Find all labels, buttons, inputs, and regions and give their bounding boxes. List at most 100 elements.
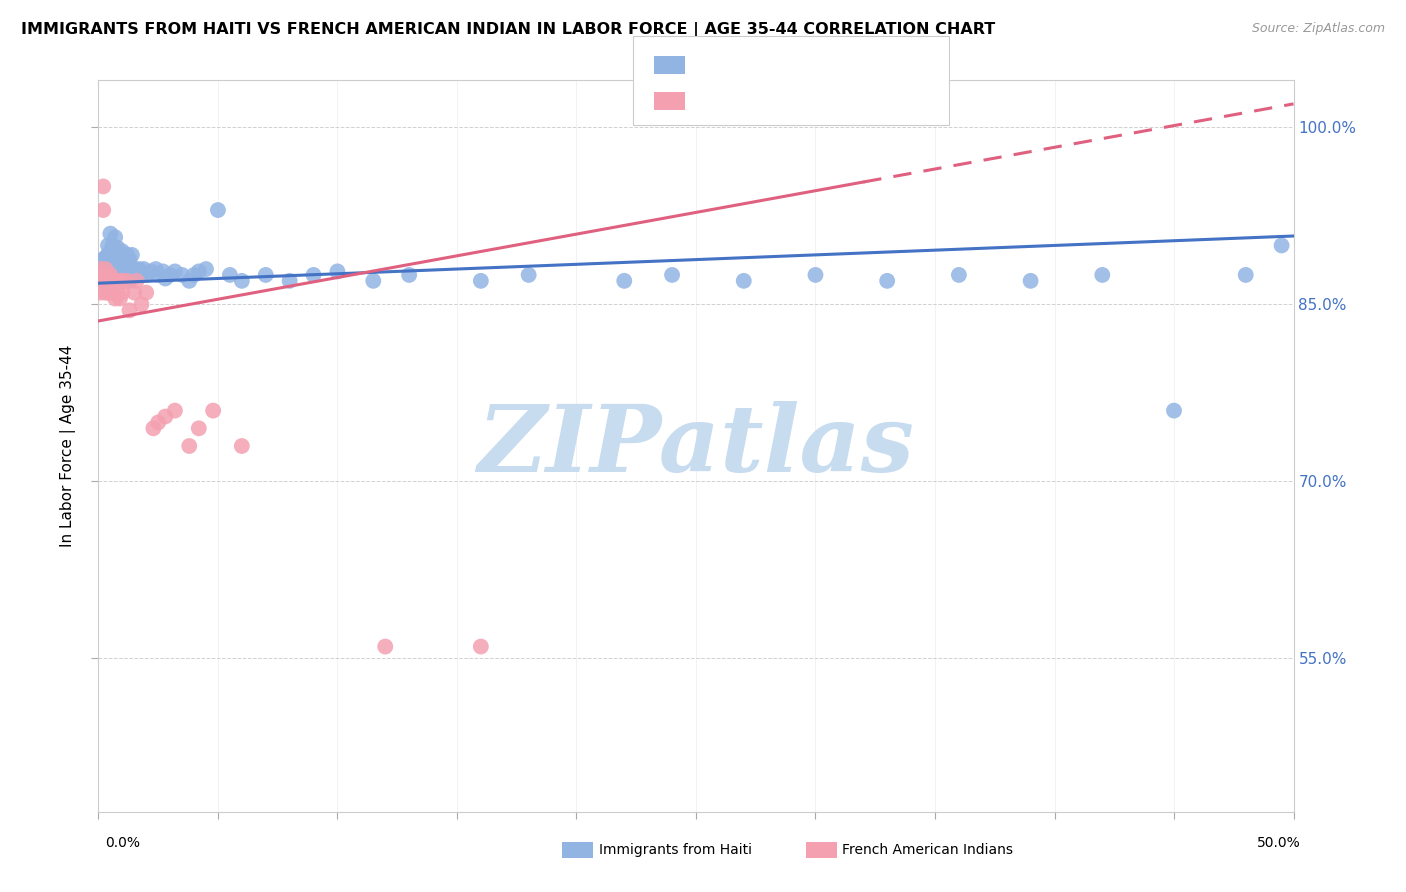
- Point: [108, 250, 131, 264]
- Point: [115, 268, 138, 282]
- Point: [118, 303, 141, 318]
- Point: [94, 274, 117, 288]
- Point: [98, 268, 122, 282]
- Text: ZIPatlas: ZIPatlas: [478, 401, 914, 491]
- Point: [97, 274, 120, 288]
- Point: [104, 292, 127, 306]
- Point: [90, 274, 112, 288]
- Point: [108, 292, 131, 306]
- Point: [195, 262, 218, 277]
- Point: [470, 274, 492, 288]
- Point: [135, 285, 157, 300]
- Point: [98, 274, 122, 288]
- Point: [104, 274, 127, 288]
- Point: [104, 274, 127, 288]
- Point: [302, 268, 325, 282]
- Point: [159, 268, 181, 282]
- Text: N =: N =: [785, 58, 818, 72]
- Point: [179, 274, 201, 288]
- Point: [231, 274, 253, 288]
- Point: [90, 262, 112, 277]
- Point: [804, 268, 827, 282]
- Point: [155, 409, 177, 424]
- Point: [104, 262, 127, 277]
- Point: [326, 264, 349, 278]
- Point: [94, 260, 117, 274]
- Text: N =: N =: [785, 94, 818, 108]
- Point: [101, 256, 124, 270]
- Point: [121, 248, 143, 262]
- Point: [94, 274, 117, 288]
- Point: [363, 274, 385, 288]
- Text: Source: ZipAtlas.com: Source: ZipAtlas.com: [1251, 22, 1385, 36]
- Point: [1019, 274, 1042, 288]
- Point: [91, 252, 114, 267]
- Text: French American Indians: French American Indians: [842, 843, 1014, 857]
- Point: [183, 268, 205, 282]
- Point: [733, 274, 755, 288]
- Point: [107, 241, 129, 255]
- Text: Immigrants from Haiti: Immigrants from Haiti: [599, 843, 752, 857]
- Point: [98, 256, 122, 270]
- Point: [125, 274, 148, 288]
- Text: R =: R =: [693, 94, 727, 108]
- Point: [876, 274, 898, 288]
- Point: [219, 268, 242, 282]
- Point: [91, 262, 114, 277]
- Point: [374, 640, 396, 654]
- Text: 0.106: 0.106: [724, 58, 768, 72]
- Point: [179, 439, 201, 453]
- Text: 0.0%: 0.0%: [105, 836, 141, 850]
- Text: 50.0%: 50.0%: [1257, 836, 1301, 850]
- Point: [187, 421, 209, 435]
- Point: [125, 268, 148, 282]
- Point: [97, 268, 120, 282]
- Point: [98, 227, 122, 241]
- Point: [148, 416, 170, 430]
- Y-axis label: In Labor Force | Age 35-44: In Labor Force | Age 35-44: [59, 345, 76, 547]
- Point: [111, 274, 134, 288]
- Point: [101, 285, 124, 300]
- Point: [91, 268, 114, 282]
- Point: [1163, 403, 1185, 417]
- Point: [1234, 268, 1257, 282]
- Point: [101, 238, 124, 252]
- Point: [132, 262, 155, 277]
- Point: [202, 403, 225, 417]
- Point: [470, 640, 492, 654]
- Point: [90, 274, 112, 288]
- Point: [254, 268, 277, 282]
- Point: [124, 285, 146, 300]
- Text: R =: R =: [693, 58, 727, 72]
- Point: [111, 285, 134, 300]
- Point: [97, 248, 120, 262]
- Point: [111, 260, 134, 274]
- Point: [101, 274, 124, 288]
- Point: [97, 262, 120, 277]
- Point: [128, 262, 150, 277]
- Point: [90, 268, 112, 282]
- Point: [1271, 238, 1294, 252]
- Text: 0.180: 0.180: [724, 94, 768, 108]
- Point: [98, 244, 122, 259]
- Point: [104, 230, 127, 244]
- Text: 40: 40: [815, 94, 835, 108]
- Point: [91, 202, 114, 217]
- Point: [163, 264, 186, 278]
- Point: [278, 274, 301, 288]
- Point: [115, 274, 138, 288]
- Point: [97, 285, 120, 300]
- Point: [91, 276, 114, 290]
- Point: [131, 297, 153, 311]
- Point: [94, 250, 117, 264]
- Point: [948, 268, 970, 282]
- Text: 81: 81: [815, 58, 839, 72]
- Point: [91, 179, 114, 194]
- Point: [207, 202, 229, 217]
- Point: [94, 285, 117, 300]
- Point: [94, 268, 117, 282]
- Point: [124, 262, 146, 277]
- Point: [661, 268, 683, 282]
- Point: [398, 268, 420, 282]
- Point: [98, 274, 122, 288]
